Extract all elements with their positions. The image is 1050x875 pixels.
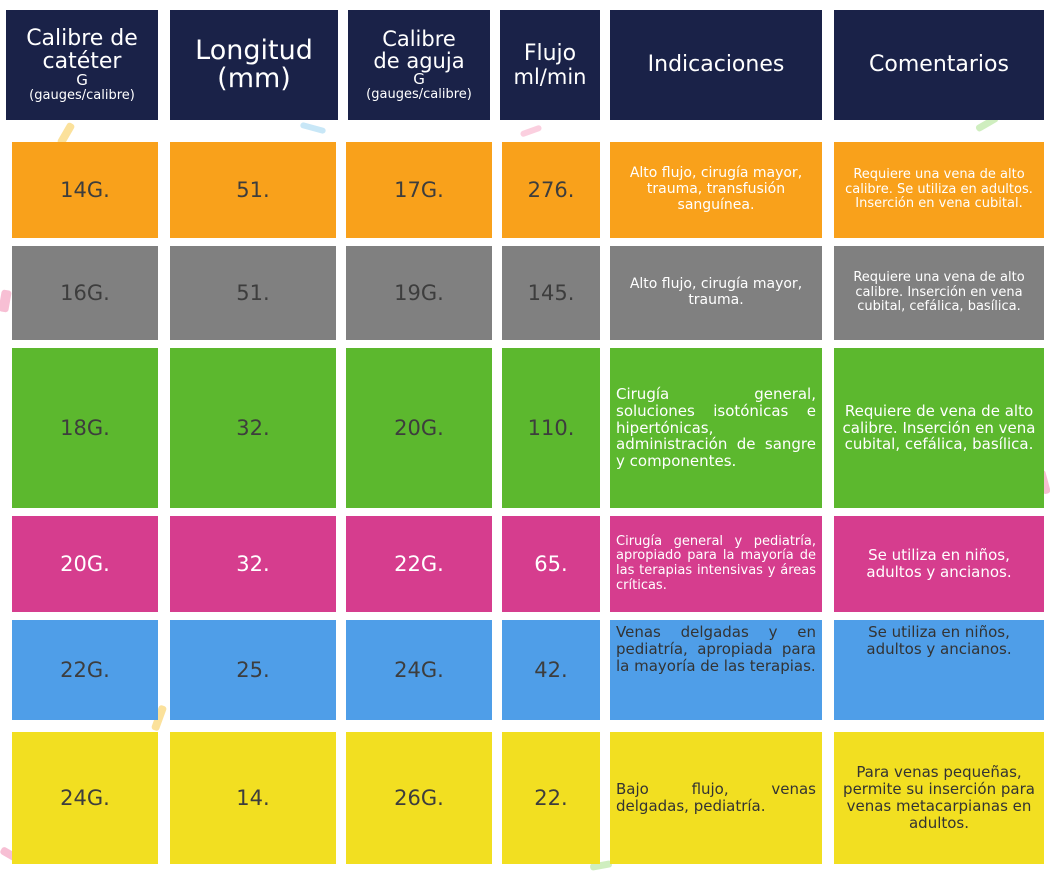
indications-cell: Alto flujo, cirugía mayor, trauma, trans…: [610, 142, 822, 238]
flow-value: 145.: [527, 281, 575, 305]
comments-text: Requiere de vena de alto calibre. Inserc…: [842, 401, 1036, 454]
indications-cell: Cirugía general y pediatría, apropiado p…: [610, 516, 822, 612]
catheter-value: 14G.: [60, 178, 110, 202]
catheter-value: 16G.: [60, 281, 110, 305]
catheter-cell: 14G.: [12, 142, 158, 238]
length-cell: 25.: [170, 620, 336, 720]
needle-value: 19G.: [394, 281, 444, 305]
catheter-value: 18G.: [60, 416, 110, 440]
header-flow: Flujo ml/min: [500, 10, 600, 120]
needle-value: 26G.: [394, 786, 444, 810]
comments-cell: Requiere una vena de alto calibre. Inser…: [834, 246, 1044, 340]
flow-value: 110.: [527, 416, 575, 440]
header-catheter-line2: catéter: [42, 49, 122, 75]
header-indications: Indicaciones: [610, 10, 822, 120]
comments-cell: Requiere de vena de alto calibre. Inserc…: [834, 348, 1044, 508]
length-cell: 14.: [170, 732, 336, 864]
flow-cell: 22.: [502, 732, 600, 864]
header-needle-line3: G: [413, 70, 425, 89]
catheter-cell: 24G.: [12, 732, 158, 864]
needle-cell: 26G.: [346, 732, 492, 864]
indications-cell: Bajo flujo, venas delgadas, pediatría.: [610, 732, 822, 864]
flow-cell: 65.: [502, 516, 600, 612]
needle-value: 24G.: [394, 658, 444, 682]
length-cell: 32.: [170, 348, 336, 508]
comments-cell: Se utiliza en niños, adultos y ancianos.: [834, 516, 1044, 612]
needle-cell: 24G.: [346, 620, 492, 720]
flow-cell: 42.: [502, 620, 600, 720]
length-value: 25.: [236, 658, 270, 682]
needle-cell: 22G.: [346, 516, 492, 612]
indications-cell: Cirugía general, soluciones isotónicas e…: [610, 348, 822, 508]
header-indications-label: Indicaciones: [647, 52, 785, 78]
indications-text: Alto flujo, cirugía mayor, trauma, trans…: [629, 165, 803, 213]
header-comments: Comentarios: [834, 10, 1044, 120]
flow-cell: 145.: [502, 246, 600, 340]
needle-cell: 17G.: [346, 142, 492, 238]
length-value: 14.: [236, 786, 270, 810]
header-catheter-gauge: Calibre de catéter G (gauges/calibre): [6, 10, 158, 120]
header-length: Longitud (mm): [170, 10, 338, 120]
comments-cell: Se utiliza en niños, adultos y ancianos.: [834, 620, 1044, 720]
indications-cell: Alto flujo, cirugía mayor, trauma.: [610, 246, 822, 340]
comments-text: Se utiliza en niños, adultos y ancianos.: [866, 623, 1012, 658]
catheter-value: 22G.: [60, 658, 110, 682]
catheter-cell: 22G.: [12, 620, 158, 720]
length-cell: 51.: [170, 246, 336, 340]
catheter-cell: 16G.: [12, 246, 158, 340]
needle-value: 17G.: [394, 178, 444, 202]
comments-cell: Requiere una vena de alto calibre. Se ut…: [834, 142, 1044, 238]
length-cell: 32.: [170, 516, 336, 612]
header-length-line2: (mm): [217, 63, 291, 94]
comments-text: Para venas pequeñas, permite su inserció…: [843, 763, 1035, 832]
header-needle-line4: (gauges/calibre): [366, 87, 472, 103]
header-flow-line2: ml/min: [513, 64, 587, 89]
catheter-cell: 20G.: [12, 516, 158, 612]
header-catheter-line3: G: [76, 71, 88, 90]
catheter-cell: 18G.: [12, 348, 158, 508]
comments-text: Se utiliza en niños, adultos y ancianos.: [866, 546, 1012, 581]
header-comments-label: Comentarios: [869, 52, 1009, 78]
comments-cell: Para venas pequeñas, permite su inserció…: [834, 732, 1044, 864]
length-cell: 51.: [170, 142, 336, 238]
indications-cell: Venas delgadas y en pediatría, apropiada…: [610, 620, 822, 720]
indications-text: Alto flujo, cirugía mayor, trauma.: [629, 276, 803, 308]
needle-value: 22G.: [394, 552, 444, 576]
length-value: 51.: [236, 281, 270, 305]
header-needle-gauge: Calibre de aguja G (gauges/calibre): [348, 10, 490, 120]
flow-value: 276.: [527, 178, 575, 202]
needle-value: 20G.: [394, 416, 444, 440]
header-needle-line2: de aguja: [373, 49, 465, 74]
flow-value: 22.: [534, 786, 568, 810]
flow-value: 42.: [534, 658, 568, 682]
length-value: 32.: [236, 416, 270, 440]
comments-text: Requiere una vena de alto calibre. Inser…: [853, 270, 1025, 315]
catheter-value: 20G.: [60, 552, 110, 576]
flow-value: 65.: [534, 552, 568, 576]
indications-text: Cirugía general y pediatría, apropiado p…: [616, 533, 816, 593]
needle-cell: 19G.: [346, 246, 492, 340]
header-catheter-line1: Calibre de: [26, 26, 138, 52]
length-value: 32.: [236, 552, 270, 576]
indications-text: Venas delgadas y en pediatría, apropiada…: [616, 623, 816, 675]
header-needle-line1: Calibre: [382, 27, 456, 52]
catheter-value: 24G.: [60, 786, 110, 810]
comments-text: Requiere una vena de alto calibre. Se ut…: [845, 167, 1033, 212]
indications-text: Cirugía general, soluciones isotónicas e…: [616, 385, 816, 471]
header-length-line1: Longitud: [195, 34, 313, 66]
indications-text: Bajo flujo, venas delgadas, pediatría.: [616, 780, 816, 815]
needle-cell: 20G.: [346, 348, 492, 508]
header-catheter-line4: (gauges/calibre): [29, 88, 135, 104]
length-value: 51.: [236, 178, 270, 202]
flow-cell: 110.: [502, 348, 600, 508]
flow-cell: 276.: [502, 142, 600, 238]
header-flow-line1: Flujo: [523, 41, 577, 67]
